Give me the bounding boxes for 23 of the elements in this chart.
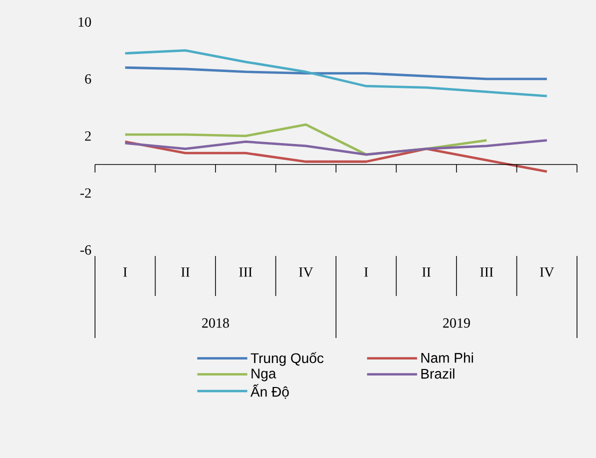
x-tick-label: IV [540, 268, 554, 277]
line-series [124, 139, 548, 156]
x-tick-label: II [181, 268, 190, 277]
line-series [124, 140, 548, 173]
y-tick-label: -6 [80, 245, 92, 255]
y-tick-label: -2 [80, 188, 91, 198]
legend-label: Nga [252, 368, 276, 382]
x-tick-label: III [239, 268, 252, 277]
x-tick-label: IV [298, 268, 314, 277]
x-tick-label: I [123, 268, 127, 277]
legend-label: Brazil [421, 368, 454, 379]
y-tick-label: 10 [78, 17, 91, 27]
x-tick-label: II [422, 268, 431, 277]
legend-label: Trung Quốc [250, 352, 324, 366]
y-tick-label: 2 [85, 131, 91, 141]
legend-label: Nam Phi [421, 352, 473, 363]
legend-label: Ấn Độ [250, 384, 289, 399]
y-tick-label: 6 [85, 74, 92, 84]
x-tick-label: I [364, 268, 368, 277]
text: 2019 [443, 318, 470, 328]
line-series [124, 49, 548, 98]
x-tick-label: III [480, 268, 494, 277]
text: 2018 [202, 318, 229, 328]
